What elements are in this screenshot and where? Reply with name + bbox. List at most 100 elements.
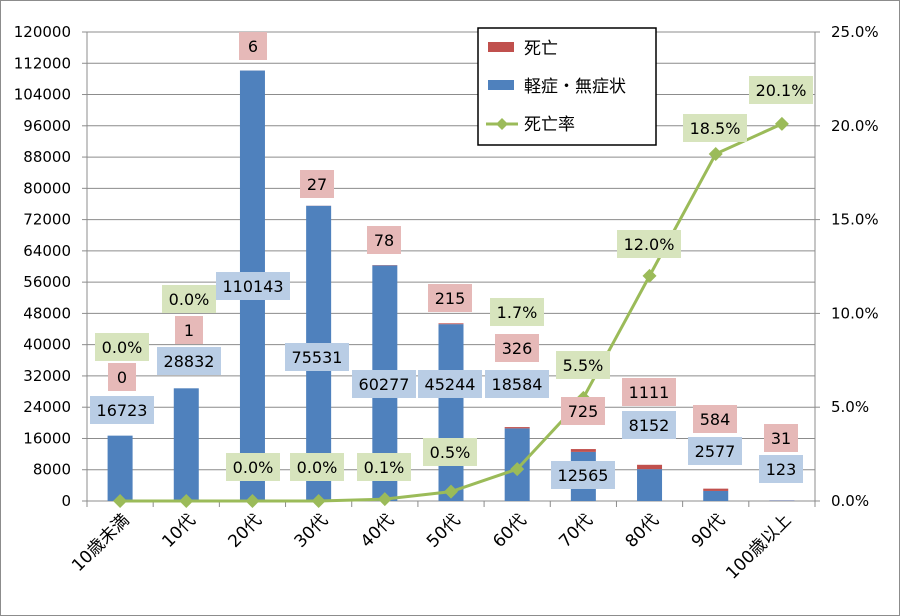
label-mild: 2577 (695, 442, 736, 461)
rate-marker (377, 492, 392, 507)
label-rate: 12.0% (624, 235, 675, 254)
label-mild-bg (551, 461, 615, 489)
right-axis-tick-label: 25.0% (831, 23, 879, 41)
label-rate: 0.1% (364, 458, 405, 477)
legend-swatch (488, 42, 514, 52)
rate-marker (311, 494, 326, 508)
label-mild: 123 (766, 460, 797, 479)
label-mild-bg (759, 455, 803, 483)
label-mild-bg (90, 396, 154, 424)
label-death-bg (764, 424, 798, 452)
left-axis-tick-label: 120000 (14, 23, 71, 41)
bar-death (637, 464, 663, 470)
bar-death (703, 488, 729, 491)
label-death: 326 (502, 339, 533, 358)
label-rate-bg (490, 298, 544, 326)
category-label: 10歳未満 (68, 510, 134, 576)
legend-label: 軽症・無症状 (524, 77, 626, 97)
rate-marker (444, 484, 458, 499)
label-mild-bg (418, 370, 482, 398)
label-rate: 1.7% (497, 303, 538, 322)
label-rate: 0.5% (430, 443, 471, 462)
category-label: 100歳以上 (722, 510, 795, 583)
left-axis-tick-label: 16000 (23, 429, 71, 447)
category-label: 40代 (357, 510, 398, 551)
label-rate-bg (423, 438, 477, 466)
label-rate: 18.5% (690, 119, 741, 138)
left-axis-tick-label: 24000 (23, 398, 71, 416)
left-axis-tick-label: 0 (61, 492, 71, 510)
left-axis-tick-label: 32000 (23, 367, 71, 385)
label-mild-bg (285, 343, 349, 371)
label-mild: 75531 (292, 348, 343, 367)
bar-mild (703, 490, 729, 501)
label-rate: 20.1% (756, 81, 807, 100)
label-death: 6 (248, 37, 258, 56)
label-death-bg (175, 316, 203, 344)
bar-mild (438, 324, 464, 501)
right-axis-tick-label: 20.0% (831, 117, 879, 135)
label-mild: 8152 (629, 416, 670, 435)
label-death-bg (622, 378, 676, 406)
right-axis-tick-label: 15.0% (831, 211, 879, 229)
label-mild-bg (622, 411, 676, 439)
label-death: 0 (117, 368, 127, 387)
label-mild: 18584 (492, 375, 543, 394)
bar-death (438, 323, 464, 325)
label-mild: 110143 (222, 277, 283, 296)
label-rate-bg (226, 453, 280, 481)
left-axis-tick-label: 8000 (33, 461, 71, 479)
label-death-bg (367, 226, 401, 254)
tick-labels: 0 8000 16000 24000 32000 40000 48000 56000 64000… (14, 23, 879, 510)
label-death: 1 (184, 321, 194, 340)
label-mild: 12565 (558, 466, 609, 485)
label-rate-bg (556, 351, 610, 379)
right-axis-tick-label: 10.0% (831, 304, 879, 322)
rate-marker (510, 462, 525, 477)
left-axis-tick-label: 56000 (23, 273, 71, 291)
category-label: 90代 (688, 510, 729, 551)
label-death: 31 (771, 429, 791, 448)
label-death-bg (495, 334, 539, 362)
label-death: 584 (700, 410, 731, 429)
category-label: 60代 (489, 510, 530, 551)
label-mild-bg (688, 437, 742, 465)
label-rate-bg (95, 333, 149, 361)
category-label: 80代 (622, 510, 663, 551)
legend-swatch (488, 80, 514, 90)
label-death: 27 (307, 175, 327, 194)
label-rate: 5.5% (563, 356, 604, 375)
left-axis-tick-label: 112000 (14, 54, 71, 72)
legend-label: 死亡 (524, 39, 558, 59)
category-label: 10代 (158, 510, 199, 551)
label-rate-bg (617, 230, 681, 258)
label-mild: 60277 (359, 375, 410, 394)
category-label: 30代 (291, 510, 332, 551)
bar-mild (173, 388, 199, 501)
left-axis-tick-label: 40000 (23, 336, 71, 354)
label-rate: 0.0% (233, 458, 274, 477)
label-mild-bg (485, 370, 549, 398)
category-label: 20代 (225, 510, 266, 551)
label-rate-bg (749, 76, 813, 104)
label-death-bg (693, 405, 737, 433)
left-axis-tick-label: 64000 (23, 242, 71, 260)
label-rate-bg (162, 285, 216, 313)
label-mild: 45244 (425, 375, 476, 394)
label-mild: 16723 (97, 401, 148, 420)
left-axis-tick-label: 96000 (23, 117, 71, 135)
bar-death (504, 427, 530, 429)
data-labels: 16723 28832 110143 75531 60277 45244 18584 1256… (90, 32, 813, 489)
legend-label: 死亡率 (524, 115, 575, 135)
rate-marker (113, 494, 128, 508)
label-rate: 0.0% (169, 290, 210, 309)
label-rate-bg (290, 453, 344, 481)
label-death-bg (239, 32, 267, 60)
rate-marker (245, 494, 260, 508)
left-axis-tick-label: 80000 (23, 179, 71, 197)
bar-death (570, 449, 596, 452)
category-label: 70代 (555, 510, 596, 551)
